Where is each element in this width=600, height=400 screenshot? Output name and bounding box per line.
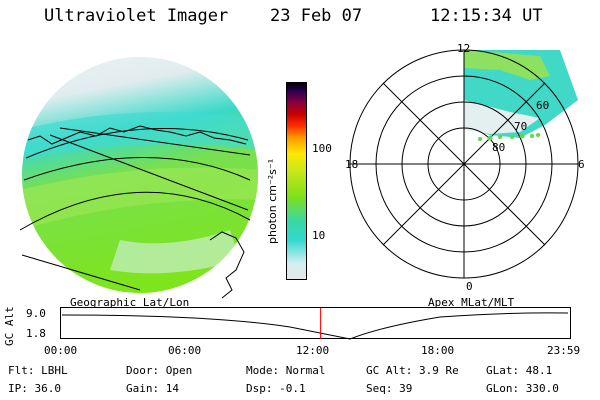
info-gain: Gain: 14 — [126, 382, 179, 395]
orbit-plot-frame — [60, 307, 571, 339]
mlat-label-80: 80 — [492, 141, 506, 154]
orbit-xtick-2359: 23:59 — [547, 344, 581, 357]
apex-panel-label: Apex MLat/MLT — [428, 296, 515, 309]
coastlines — [27, 125, 247, 299]
orbit-altitude-plot — [60, 307, 571, 340]
pale-patch — [110, 230, 240, 274]
colorbar-tick-100: 100 — [312, 142, 332, 155]
image-time: 12:15:34 UT — [430, 6, 543, 26]
oval-dots — [478, 133, 540, 141]
color-scale-bar — [286, 82, 307, 280]
auroral-band — [22, 112, 258, 160]
lat-lon-grid — [19, 127, 251, 291]
mlt-label-18: 18 — [345, 158, 359, 171]
info-dsp: Dsp: -0.1 — [246, 382, 306, 395]
colorbar-tick-10: 10 — [312, 229, 326, 242]
orbit-axis-label: GC Alt — [3, 306, 16, 346]
mlat-label-70: 70 — [514, 120, 528, 133]
dayglow-band — [22, 167, 258, 230]
mlt-label-6: 6 — [578, 158, 585, 171]
image-date: 23 Feb 07 — [270, 6, 363, 26]
info-glon: GLon: 330.0 — [486, 382, 559, 395]
colorbar-unit-label: photon cm⁻²s⁻¹ — [266, 158, 279, 244]
polar-mlat-mlt-plot — [349, 49, 579, 279]
polar-diag-2 — [382, 82, 546, 246]
orbit-xtick-1800: 18:00 — [421, 344, 455, 357]
info-seq: Seq: 39 — [366, 382, 413, 395]
orbit-altitude-curve — [61, 312, 569, 340]
info-ip: IP: 36.0 — [8, 382, 61, 395]
info-flt: Flt: LBHL — [8, 364, 68, 377]
orbit-xtick-0600: 06:00 — [168, 344, 202, 357]
info-mode: Mode: Normal — [246, 364, 326, 377]
orbit-xtick-0000: 00:00 — [44, 344, 78, 357]
mlt-label-0: 0 — [466, 280, 473, 293]
info-gc-alt: GC Alt: 3.9 Re — [366, 364, 459, 377]
polar-aurora-green — [464, 50, 550, 80]
instrument-title: Ultraviolet Imager — [44, 6, 229, 26]
info-glat: GLat: 48.1 — [486, 364, 553, 377]
geographic-panel-label: Geographic Lat/Lon — [70, 296, 190, 309]
polar-aurora-pale — [464, 100, 540, 134]
mlt-label-12: 12 — [457, 42, 471, 55]
mlat-label-60: 60 — [536, 99, 550, 112]
geographic-uv-image — [19, 57, 258, 299]
orbit-ytick-9: 9.0 — [26, 307, 46, 320]
orbit-ytick-1-8: 1.8 — [26, 327, 46, 340]
info-door: Door: Open — [126, 364, 193, 377]
orbit-xtick-1200: 12:00 — [296, 344, 330, 357]
